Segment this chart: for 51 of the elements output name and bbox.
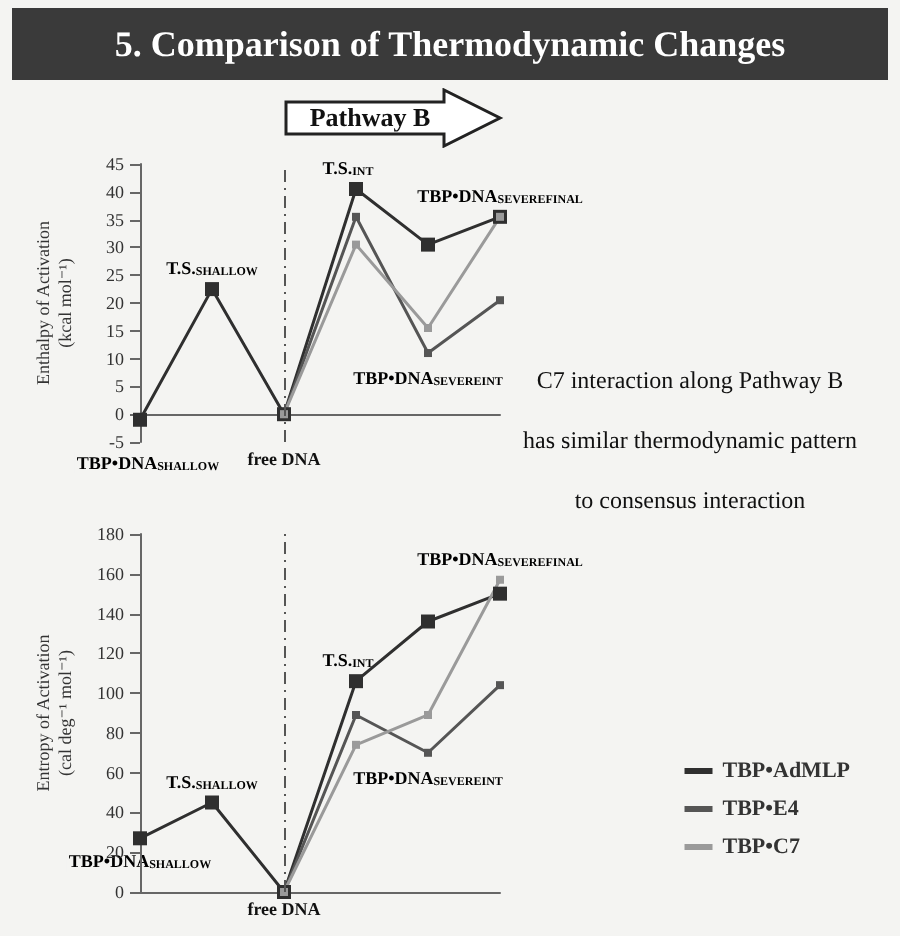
point: [493, 586, 507, 601]
point: [352, 740, 360, 749]
point: [421, 614, 435, 629]
point: [496, 681, 504, 690]
y-axis-title: Enthalpy of Activation (kcal mol⁻¹): [33, 220, 75, 385]
chart-title: 5. Comparison of Thermodynamic Changes: [12, 8, 888, 80]
x-tick-label: free DNA: [247, 449, 322, 469]
y-tick-label: 5: [115, 376, 125, 397]
y-tick-label: 20: [106, 293, 125, 313]
y-tick-label: 10: [106, 348, 125, 369]
y-tick-label: 30: [106, 237, 125, 258]
y-tick-label: 0: [115, 404, 125, 425]
y-tick-label: 100: [97, 683, 125, 704]
point: [205, 282, 219, 297]
y-tick-label: 60: [106, 762, 125, 783]
point: [421, 237, 435, 252]
text: to consensus interaction: [574, 486, 806, 514]
point: [424, 748, 432, 757]
y-tick-label: 40: [106, 802, 125, 823]
text: has similar thermodynamic pattern: [523, 426, 857, 454]
y-tick-label: 120: [97, 643, 125, 664]
y-axis-title: Entropy of Activation (cal deg⁻¹ mol⁻¹): [33, 633, 75, 792]
point: [349, 182, 363, 197]
point: [424, 710, 432, 719]
point: [352, 710, 360, 719]
point: [496, 575, 504, 584]
y-tick-label: 180: [97, 524, 125, 544]
point: [352, 212, 360, 221]
point: [133, 831, 147, 846]
point: [424, 349, 432, 358]
y-tick-label: 80: [106, 722, 125, 743]
y-tick-label: 40: [106, 181, 125, 202]
point: [424, 324, 432, 333]
text: C7 interaction along Pathway B: [536, 366, 844, 394]
legend-label: TBP•E4: [722, 797, 800, 821]
y-tick-label: 35: [106, 209, 125, 230]
y-tick-label: 15: [106, 320, 125, 341]
point: [205, 795, 219, 810]
legend-label: TBP•AdMLP: [722, 759, 851, 783]
text: Pathway B: [307, 102, 433, 134]
point: [352, 240, 360, 249]
y-tick-label: 25: [106, 265, 125, 286]
point: [496, 296, 504, 305]
x-tick-label: free DNA: [247, 899, 322, 919]
y-tick-label: -5: [109, 432, 125, 452]
y-tick-label: 45: [106, 154, 125, 174]
legend-label: TBP•C7: [722, 835, 801, 859]
y-tick-label: 160: [97, 563, 125, 584]
y-tick-label: 0: [115, 882, 125, 902]
y-tick-label: 140: [97, 603, 125, 624]
point: [349, 674, 363, 689]
